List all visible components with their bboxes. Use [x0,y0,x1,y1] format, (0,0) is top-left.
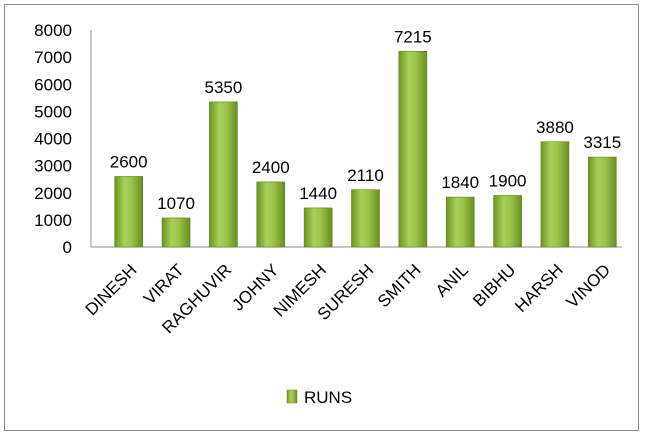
x-tick-label: SMITH [374,260,425,311]
legend-label: RUNS [304,388,352,407]
bar [445,196,475,248]
x-axis-ticks: DINESH VIRATRAGHUVIRJOHNYNIMESHSURESHSMIT… [82,260,614,337]
y-tick-label: 8000 [34,21,72,40]
bar [540,141,570,248]
y-tick-label: 2000 [34,184,72,203]
bar [588,156,617,248]
x-tick-label: HARSH [511,260,567,316]
bar [303,207,333,248]
data-label: 3315 [583,133,621,152]
legend-swatch [286,389,298,404]
data-label: 5350 [204,78,242,97]
legend: RUNS [286,388,352,407]
bar [161,217,191,248]
y-tick-label: 5000 [34,102,72,121]
data-label: 1840 [441,173,479,192]
data-label: 1070 [157,194,195,213]
y-tick-label: 4000 [34,130,72,149]
x-tick-label: ANIL [432,260,472,300]
y-tick-label: 0 [63,238,72,257]
data-label: 1900 [489,171,527,190]
bar [209,101,238,248]
data-label: 2110 [347,166,384,185]
data-label: 7215 [394,27,432,46]
bar [398,50,428,248]
bar [351,189,380,248]
y-tick-label: 6000 [34,75,72,94]
y-tick-label: 1000 [34,211,72,230]
y-tick-label: 3000 [34,157,72,176]
bar [493,195,522,248]
bars [114,50,617,248]
x-tick-label: DINESH [82,260,141,319]
y-axis-ticks: 0 1000 2000 3000 4000 5000 6000 7000 8000 [34,21,72,257]
x-tick-label: VINOD [563,260,615,312]
data-label: 1440 [299,184,337,203]
data-labels: 2600 1070 5350 2400 1440 2110 7215 1840 1900 3880… [110,27,621,213]
data-label: 2400 [252,158,290,177]
data-label: 2600 [110,152,148,171]
y-tick-label: 7000 [34,48,72,67]
data-label: 3880 [536,118,574,137]
bar [256,181,286,248]
bar [114,176,143,248]
